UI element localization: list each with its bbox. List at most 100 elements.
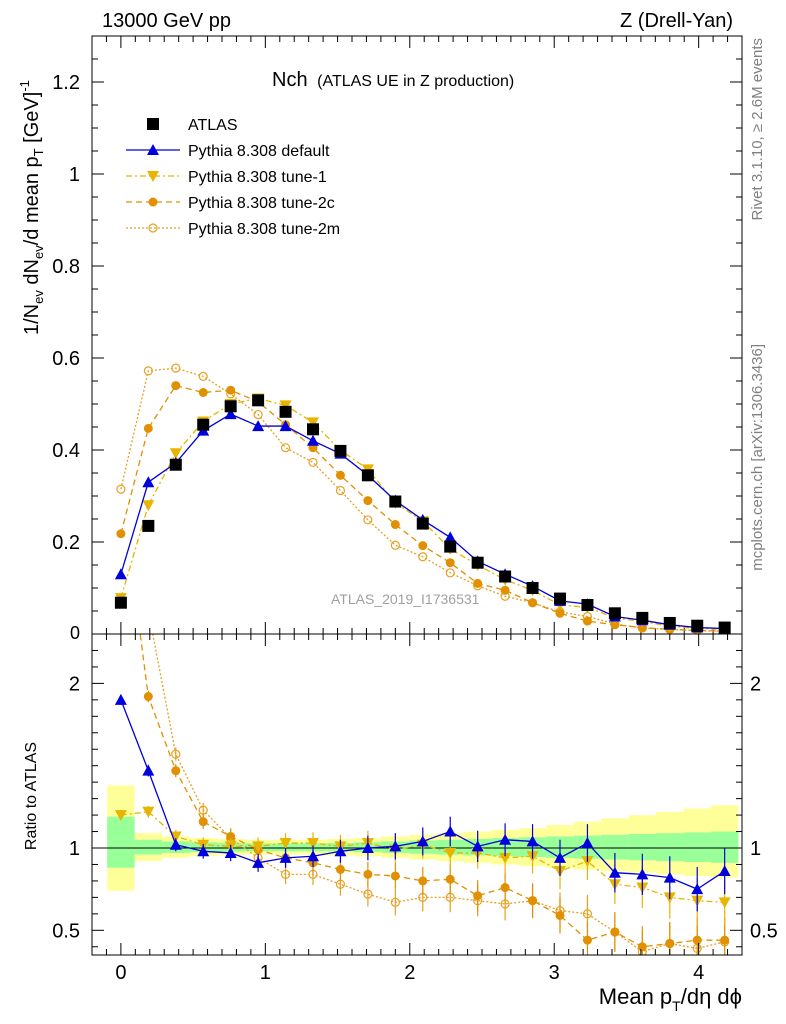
y-tick-label: 1 (69, 164, 80, 186)
ratio-point (280, 869, 291, 879)
ratio-point (197, 845, 210, 857)
ratio-point (142, 806, 155, 818)
plot-title-main: Nch (272, 69, 308, 91)
x-tick-label: 3 (549, 962, 560, 984)
ratio-point (252, 856, 265, 868)
ratio-point (718, 897, 731, 909)
ratio-point (473, 891, 483, 901)
top-ylabel: 1/Nev dNev/d mean pT [GeV]-1 (17, 80, 46, 335)
ratio-point (665, 938, 675, 948)
data-point (307, 434, 319, 446)
ratio-point (307, 850, 319, 862)
ratio-point (418, 876, 428, 886)
ratio-point (363, 869, 373, 879)
ratio-point (637, 942, 647, 952)
ratio-point (363, 889, 373, 899)
ratio-point (445, 874, 455, 884)
data-point (691, 619, 704, 632)
data-point (169, 458, 182, 471)
data-point (171, 381, 181, 391)
data-point (198, 371, 208, 381)
top-series-group (114, 363, 731, 634)
data-point (308, 457, 318, 468)
legend-label: Pythia 8.308 tune-1 (188, 169, 327, 186)
ratio-point (663, 871, 676, 883)
data-point (171, 363, 181, 373)
y-tick-label: 0.2 (52, 532, 80, 554)
legend-item: Pythia 8.308 tune-2m (126, 221, 340, 238)
data-point (279, 420, 292, 432)
legend-marker (147, 118, 159, 130)
ratio-point (444, 825, 457, 837)
uncertainty-band-inner (134, 839, 163, 855)
ratio-pythia-8-308-tune-2c (139, 634, 730, 955)
y-tick-label: 1.2 (52, 72, 80, 94)
ratio-point (555, 910, 565, 920)
ratio-point (143, 692, 153, 702)
y-tick-label-right: 2 (750, 673, 761, 695)
legend-label: Pythia 8.308 default (188, 143, 330, 160)
legend-marker (147, 171, 159, 182)
data-point (418, 552, 428, 562)
ratio-point (636, 868, 649, 880)
ratio-point (171, 766, 181, 776)
ratio-point (692, 935, 702, 945)
ratio-point (144, 607, 152, 615)
legend-item: Pythia 8.308 tune-2c (126, 195, 335, 212)
data-point (279, 405, 292, 418)
uncertainty-band-inner (107, 816, 135, 868)
plot-title: Nch (ATLAS UE in Z production) (272, 69, 514, 91)
data-point (636, 611, 649, 624)
data-point (390, 520, 400, 530)
ratio-point (224, 846, 237, 858)
data-point (307, 417, 319, 429)
data-point (528, 598, 538, 608)
y-tick-label: 0.5 (52, 920, 80, 942)
x-tick-label: 2 (404, 962, 415, 984)
data-point (445, 568, 455, 578)
data-point (444, 531, 457, 543)
data-point (252, 420, 265, 432)
rivet-label: Rivet 3.1.10, ≥ 2.6M events (749, 38, 766, 221)
ratio-point (610, 927, 620, 937)
data-point (500, 585, 510, 595)
ratio-point (334, 845, 347, 857)
y-tick-label: 0.8 (52, 256, 80, 278)
ratio-point (500, 883, 510, 893)
ratio-line (139, 634, 725, 948)
data-point (418, 541, 428, 551)
data-point (444, 540, 457, 553)
data-point (114, 596, 127, 609)
data-point (608, 607, 621, 620)
ratio-point (390, 871, 400, 881)
data-point (363, 496, 373, 506)
ratio-point (528, 896, 538, 906)
data-point (334, 444, 347, 457)
mcplots-label: mcplots.cern.ch [arXiv:1306.3436] (749, 344, 766, 571)
ratio-point (526, 835, 539, 847)
ratio-series-group (92, 251, 742, 955)
data-point (253, 409, 263, 420)
ratio-point (171, 749, 181, 759)
header-left: 13000 GeV pp (102, 10, 231, 32)
x-tick-label: 4 (693, 962, 704, 984)
data-point (142, 519, 155, 532)
data-point (416, 517, 429, 530)
x-tick-label: 0 (115, 962, 126, 984)
ratio-point (389, 840, 402, 852)
y-tick-label: 1 (69, 838, 80, 860)
data-point (142, 500, 155, 512)
ratio-point (142, 764, 155, 776)
ratio-point (416, 835, 429, 847)
data-point (445, 558, 455, 568)
legend: ATLAS Pythia 8.308 default Pythia 8.308 tu… (126, 117, 340, 238)
ratio-point (390, 897, 400, 907)
ratio-point (117, 251, 125, 259)
legend-item: ATLAS (147, 117, 238, 134)
legend-label: Pythia 8.308 tune-2m (188, 221, 340, 238)
data-point (224, 408, 237, 420)
ratio-point (279, 851, 292, 863)
data-point (610, 620, 620, 630)
data-point (361, 469, 374, 482)
ratio-point (691, 883, 704, 895)
